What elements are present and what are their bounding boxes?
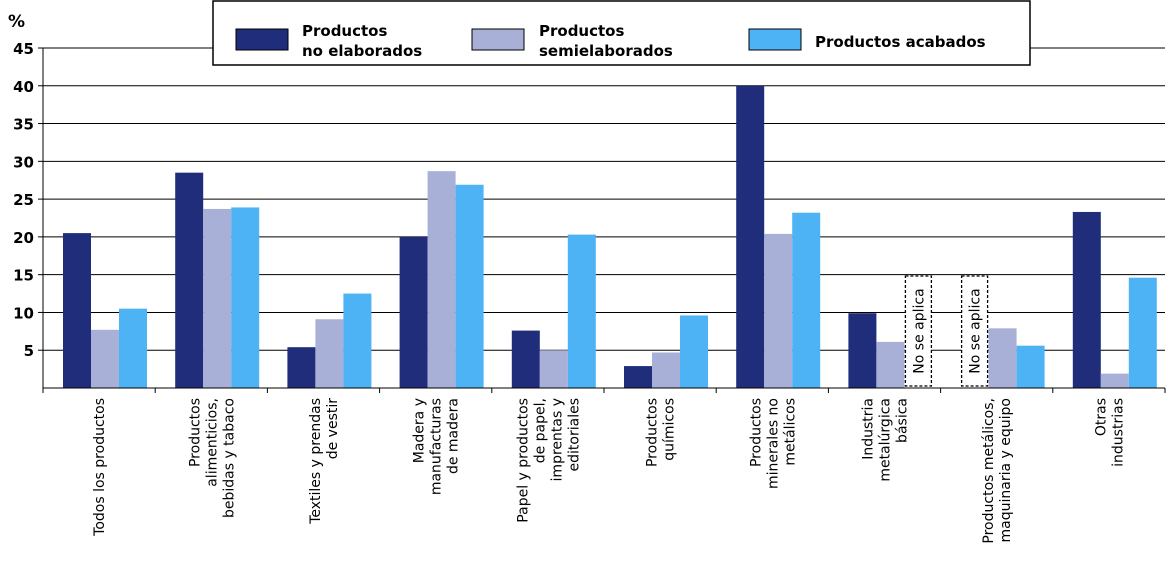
bar (119, 308, 147, 388)
y-tick-label: 40 (13, 78, 34, 96)
bar (91, 329, 119, 388)
bar (736, 85, 765, 389)
category-label: Productos metálicos, (981, 398, 997, 544)
y-tick-label: 20 (13, 229, 34, 247)
category-label: Productos (187, 398, 203, 467)
category-label: Papel y productos (515, 398, 531, 523)
bar (315, 319, 344, 388)
bar (792, 212, 821, 388)
bar (343, 293, 372, 388)
category-label: Textiles y prendas (308, 398, 324, 525)
bar (680, 315, 708, 388)
legend-swatch (471, 28, 525, 51)
category-label: de vestir (325, 398, 341, 460)
annotations: No se aplica No se aplica (904, 275, 989, 387)
y-tick-label: 35 (13, 116, 34, 134)
category-label: Productos (645, 398, 661, 467)
category-label: Productos (748, 398, 764, 467)
category-label: básica (895, 398, 911, 443)
y-unit-label: % (8, 12, 25, 32)
bar (399, 236, 428, 388)
legend-box (212, 0, 1031, 66)
legend: Productos no elaborados Productos semielabo… (212, 0, 1031, 66)
bar (988, 328, 1017, 388)
legend-label: Productos (539, 22, 624, 40)
category-label: industrias (1110, 398, 1126, 467)
bar (1128, 277, 1157, 388)
category-label: Otras (1093, 398, 1109, 436)
y-tick-label: 25 (13, 191, 34, 209)
category-label: metálicos (782, 398, 798, 466)
category-label: minerales no (765, 398, 781, 489)
bar (567, 234, 596, 388)
bar (455, 184, 484, 388)
category-label: de madera (446, 398, 462, 474)
bar (175, 172, 204, 388)
legend-label: Productos (302, 22, 387, 40)
bar (427, 171, 456, 388)
bar (764, 233, 793, 388)
not-applicable-box (904, 275, 933, 387)
bar (539, 350, 568, 388)
bar (1100, 373, 1129, 388)
legend-swatch (235, 28, 289, 51)
legend-label: semielaborados (539, 42, 673, 60)
bar (652, 352, 680, 388)
axes (42, 48, 1166, 393)
y-tick-label: 10 (13, 304, 34, 322)
y-tick-label: 15 (13, 267, 34, 285)
bar (287, 347, 316, 388)
y-axis-ticks: 5 10 15 20 25 30 35 40 45 (13, 40, 43, 360)
category-label: Madera y (412, 398, 428, 463)
category-label: metalúrgica (878, 398, 894, 482)
bar (624, 366, 652, 388)
legend-label: no elaborados (302, 42, 422, 60)
category-label: químicos (662, 398, 678, 461)
x-axis-labels: Todos los productos Productos alimenticios… (92, 398, 1126, 544)
bar (511, 330, 540, 388)
y-tick-label: 30 (13, 153, 34, 171)
y-tick-label: 5 (24, 342, 34, 360)
category-label: editoriales (566, 398, 582, 471)
bar (203, 208, 232, 388)
not-applicable-label: No se aplica (911, 288, 927, 373)
bar (1016, 345, 1045, 388)
category-label: maquinaria y equipo (998, 398, 1014, 542)
category-label: Industria (861, 398, 877, 460)
category-label: manufacturas (429, 398, 445, 495)
bar (63, 233, 91, 388)
category-label: alimenticios, (204, 398, 220, 487)
legend-label: Productos acabados (815, 33, 986, 51)
legend-swatch (748, 28, 802, 51)
category-label: de papel, (532, 398, 548, 463)
bar (231, 207, 260, 388)
bar (876, 341, 905, 388)
y-tick-label: 45 (13, 40, 34, 58)
bar (1072, 211, 1101, 388)
category-label: imprentas y (549, 398, 565, 481)
category-label: Todos los productos (92, 398, 108, 537)
not-applicable-box (960, 275, 989, 387)
bar (848, 313, 877, 388)
not-applicable-label: No se aplica (968, 288, 984, 373)
bars (63, 85, 1157, 389)
category-label: bebidas y tabaco (221, 398, 237, 518)
